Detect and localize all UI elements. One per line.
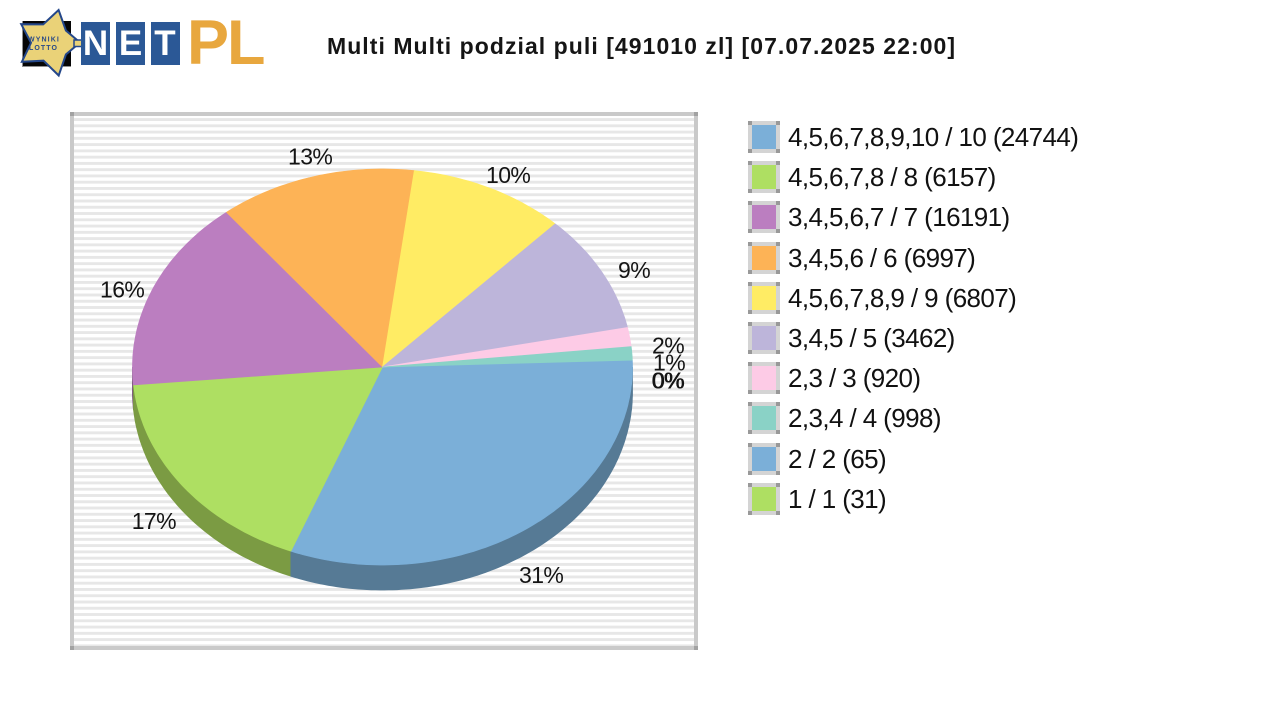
svg-text:1%: 1% <box>653 350 685 376</box>
svg-text:LOTTO: LOTTO <box>29 45 58 52</box>
svg-text:13%: 13% <box>288 144 332 170</box>
svg-text:WYNIKI: WYNIKI <box>28 36 60 43</box>
svg-text:10%: 10% <box>486 162 530 188</box>
svg-text:9%: 9% <box>618 257 650 283</box>
svg-text:0%: 0% <box>652 367 684 393</box>
svg-text:17%: 17% <box>132 508 176 534</box>
svg-text:31%: 31% <box>519 562 563 588</box>
svg-text:0%: 0% <box>652 367 684 393</box>
svg-text:16%: 16% <box>100 277 144 303</box>
svg-text:2%: 2% <box>652 332 684 358</box>
